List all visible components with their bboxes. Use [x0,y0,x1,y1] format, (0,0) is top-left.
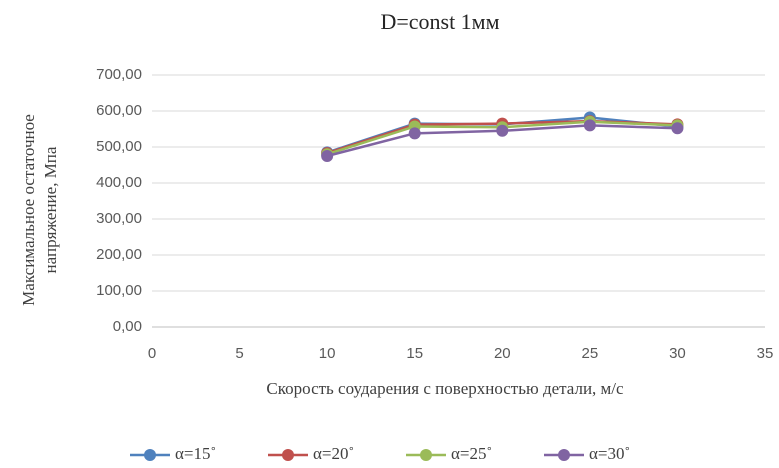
x-tick-label: 35 [757,345,774,362]
x-tick-label: 25 [582,345,599,362]
legend-label: α=15˚ [175,444,216,463]
x-tick-label: 15 [406,345,423,362]
data-point [583,119,596,132]
x-tick-label: 5 [235,345,243,362]
chart-title: D=const 1мм [380,9,499,34]
y-tick-label: 200,00 [96,246,142,263]
x-tick-label: 30 [669,345,686,362]
legend-marker [420,449,432,461]
y-tick-label: 400,00 [96,174,142,191]
legend-label: α=25˚ [451,444,492,463]
y-axis-label: Максимальное остаточное напряжение, Мпа [19,114,60,306]
y-tick-label: 600,00 [96,102,142,119]
y-tick-label: 300,00 [96,210,142,227]
legend-label: α=20˚ [313,444,354,463]
y-axis-label-line: Максимальное остаточное [19,114,38,306]
x-tick-label: 10 [319,345,336,362]
data-point [671,122,684,135]
y-tick-label: 700,00 [96,66,142,83]
legend-label: α=30˚ [589,444,630,463]
data-point [496,124,509,137]
legend-marker [558,449,570,461]
legend-marker [144,449,156,461]
x-tick-label: 0 [148,345,156,362]
y-tick-label: 500,00 [96,138,142,155]
y-tick-label: 0,00 [113,318,142,335]
y-tick-label: 100,00 [96,282,142,299]
legend-marker [282,449,294,461]
data-point [408,127,421,140]
y-axis-label-line: напряжение, Мпа [41,146,60,273]
x-axis-label: Скорость соударения с поверхностью детал… [266,379,624,398]
x-tick-label: 20 [494,345,511,362]
data-point [321,150,334,162]
